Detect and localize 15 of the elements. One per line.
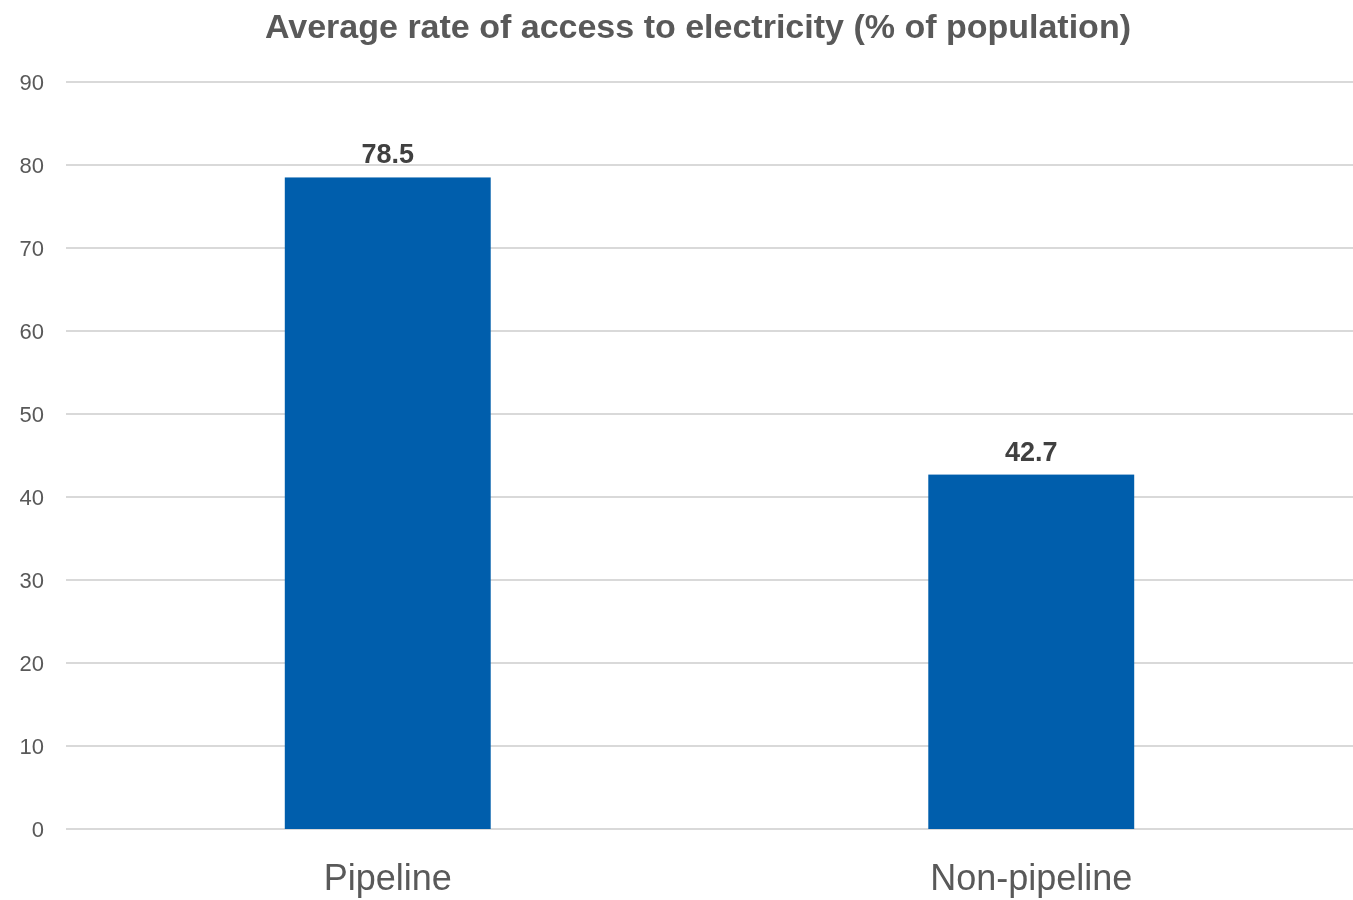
y-tick-label: 50 xyxy=(19,401,44,427)
data-label: 42.7 xyxy=(1004,436,1058,467)
y-tick-label: 0 xyxy=(31,816,44,842)
y-tick-label: 80 xyxy=(19,152,44,178)
y-tick-label: 30 xyxy=(19,567,44,593)
y-tick-label: 10 xyxy=(19,733,44,759)
y-tick-label: 90 xyxy=(19,69,44,95)
y-tick-label: 40 xyxy=(19,484,44,510)
y-tick-label: 70 xyxy=(19,235,44,261)
data-label: 78.5 xyxy=(361,139,415,170)
y-tick-label: 20 xyxy=(19,650,44,676)
chart-title: Average rate of access to electricity (% of population) xyxy=(265,7,1131,45)
x-tick-label: Pipeline xyxy=(323,857,452,898)
x-tick-label: Non-pipeline xyxy=(930,857,1133,898)
y-tick-label: 60 xyxy=(19,318,44,344)
